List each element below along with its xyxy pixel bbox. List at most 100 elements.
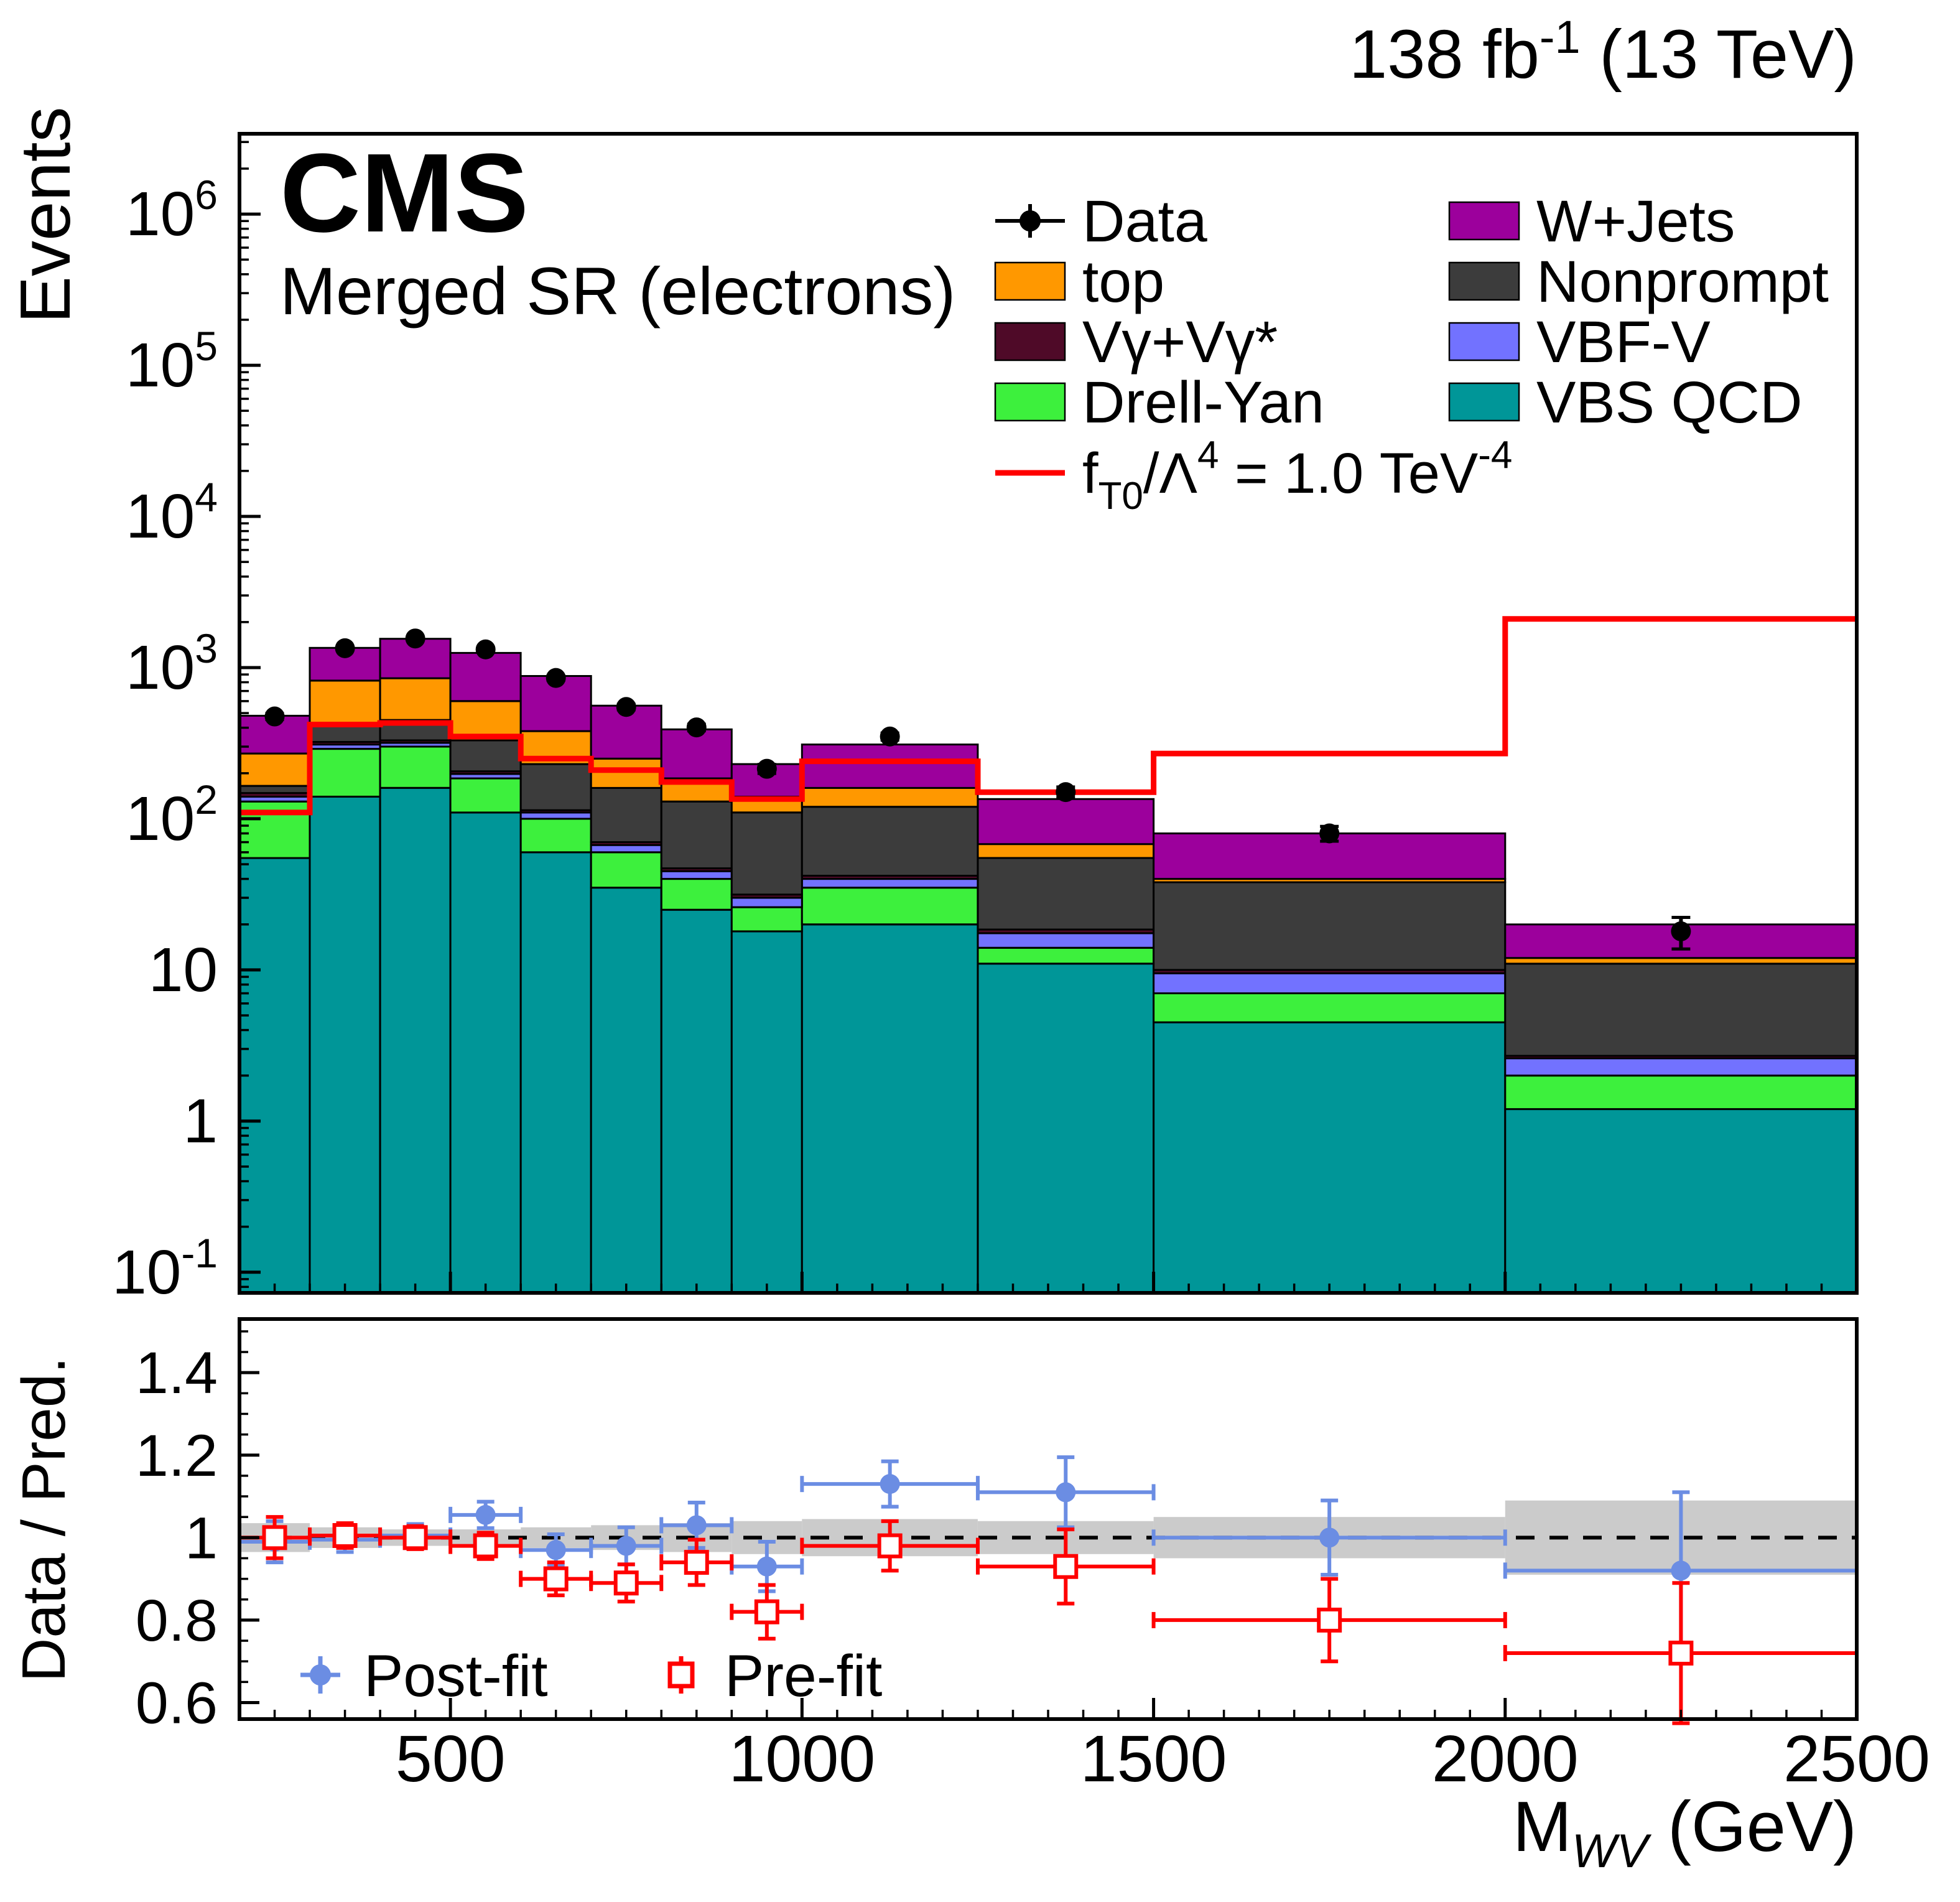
prefit-point [1317,1607,1342,1633]
legend-swatch-nonprompt [1448,261,1520,301]
postfit-point [546,1540,566,1560]
legend-signal-label: fT0/Λ4 = 1.0 TeV-4 [1082,434,1512,518]
stack-segment-nonprompt [1504,963,1858,1057]
legend-item-label: VBF-V [1536,309,1711,375]
prefit-point [754,1599,779,1625]
stack-segment-vbs-qcd [1153,1021,1507,1294]
stack-segment-drell-yan [519,818,592,854]
postfit-point [1319,1527,1340,1548]
stack-segment-vbs-qcd [1504,1108,1858,1294]
prefit-point [684,1550,709,1575]
data-points [264,628,1691,951]
stack-segment-vbf-v [1153,972,1507,995]
legend-item-label: top [1082,249,1164,315]
signal-overlay [239,616,1857,816]
legend-item-label: W+Jets [1536,189,1735,254]
signal-exp4: 4 [1197,434,1219,477]
y-tick-label: 10 [149,935,218,1005]
data-point [616,697,636,717]
prefit-point [877,1533,903,1559]
signal-value: = 1.0 TeV [1219,442,1478,505]
stack-segment-w-jets [660,728,733,780]
x-axis-title: MWV (GeV) [1513,1788,1857,1878]
stack-segment-drell-yan [1504,1075,1858,1111]
prefit-point [543,1566,569,1592]
luminosity-value: 138 fb [1349,16,1540,93]
data-point [686,717,707,738]
y-tick-label: 102 [126,776,218,854]
ratio-y-tick-label: 0.8 [136,1588,218,1654]
prefit-point [332,1523,358,1549]
data-point [756,758,777,779]
stack-segment-drell-yan [801,887,979,926]
stack-segment-nonprompt [238,785,311,795]
ratio-y-tick-label: 1.4 [136,1340,218,1406]
stack-segment-nonprompt [730,811,803,896]
signal-lambda: /Λ [1143,442,1197,505]
stack-segment-drell-yan [660,878,733,911]
stack-segment-vbs-qcd [519,851,592,1294]
legend-item-label: VBS QCD [1536,370,1803,436]
stack-segment-vbs-qcd [309,795,381,1294]
stack-segment-vbf-v [660,870,733,880]
stacked-histogram [238,638,1858,1294]
stack-segment-vbf-v [730,897,803,908]
stack-segment-drell-yan [449,777,522,814]
data-point [405,628,425,649]
stack-segment-nonprompt [590,786,662,844]
legend-swatch-w-jets [1448,201,1520,241]
ratio-panel-frame [238,1317,1859,1721]
ratio-y-axis-title: Data / Pred. [9,1357,78,1682]
stack-segment-vbf-v [519,811,592,820]
stack-segment-vbs-qcd [590,887,662,1294]
stack-segment-top [801,786,979,808]
postfit-legend-label: Post-fit [364,1643,548,1709]
legend-item-label: Nonprompt [1536,249,1829,315]
stack-segment-vbs-qcd [977,963,1155,1294]
ratio-y-tick-label: 1 [185,1505,218,1571]
postfit-legend-marker-icon [310,1664,331,1685]
data-point [880,726,900,747]
data-point [335,638,355,658]
x-axis-title-sub: WV [1572,1825,1652,1878]
ratio-y-tick-label: 0.6 [136,1670,218,1736]
top-panel-frame [238,132,1859,1295]
prefit-legend-label: Pre-fit [725,1643,882,1709]
stack-segment-nonprompt [801,806,979,877]
legend-item-label: Data [1082,189,1207,254]
stack-segment-top [379,677,452,721]
x-tick-label: 2500 [1783,1722,1930,1796]
data-point [546,668,566,688]
legend-swatch-vbf-v [1448,322,1520,361]
ratio-panel-axes: 0.6 0.8 1 1.2 1.4 [136,1317,1859,1736]
stack-segment-vbs-qcd [660,908,733,1294]
stack-segment-vbf-v [801,878,979,889]
signal-f: f [1082,442,1098,505]
postfit-point [1671,1560,1691,1581]
prefit-point [1053,1554,1079,1579]
y-axis-tick-labels: 10-1 1 10 102 103 104 105 106 [112,172,218,1307]
data-point [1319,823,1340,844]
stack-segment-nonprompt [519,763,592,811]
x-tick-label: 1500 [1080,1722,1227,1796]
prefit-point [1668,1640,1694,1666]
region-label: Merged SR (electrons) [280,253,955,329]
prefit-point [473,1533,498,1559]
legend-item-label: Vγ+Vγ* [1082,309,1278,375]
stack-segment-nonprompt [1153,881,1507,971]
y-tick-label: 10-1 [112,1230,218,1307]
energy-label: (13 TeV) [1581,16,1857,93]
signal-exp-minus4: -4 [1478,434,1512,477]
prefit-legend-marker-icon [667,1661,695,1689]
signal-sub: T0 [1098,475,1143,518]
x-axis-title-unit: (GeV) [1648,1788,1857,1867]
legend-data-marker-icon [1019,210,1041,231]
stack-segment-top [309,679,381,724]
postfit-point [475,1504,496,1525]
ratio-legend: Post-fit Pre-fit [300,1643,882,1709]
legend-swatch-top [994,261,1066,301]
prefit-point [402,1525,428,1550]
prefit-point [613,1570,639,1596]
